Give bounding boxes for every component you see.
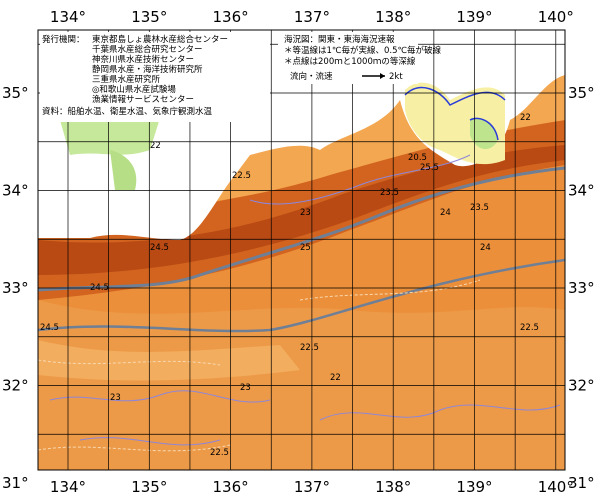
isotherm-label: 23.5 xyxy=(470,203,489,213)
lon-label-bottom: 135° xyxy=(131,478,167,496)
publisher-line: 千葉県水産総合研究センター xyxy=(92,44,203,55)
isotherm-label: 25.5 xyxy=(420,163,439,173)
lon-label-bottom: 138° xyxy=(375,478,411,496)
lat-label-right: 33° xyxy=(568,279,595,297)
isotherm-label: 22.5 xyxy=(300,343,319,353)
lon-label-bottom: 134° xyxy=(50,478,86,496)
publisher-line: 静岡県水産・海洋技術研究所 xyxy=(92,64,203,75)
lon-label-bottom: 137° xyxy=(294,478,330,496)
lon-label-top: 138° xyxy=(375,8,411,26)
isotherm-label: 25 xyxy=(300,243,311,253)
isotherm-label: 22 xyxy=(150,141,161,151)
current-arrow-head xyxy=(380,73,385,79)
isotherm-label: 24.5 xyxy=(40,323,59,333)
publisher-line: 神奈川県水産技術センター xyxy=(92,54,194,65)
lon-label-top: 135° xyxy=(131,8,167,26)
lat-label-right: 34° xyxy=(568,182,595,200)
lat-label-left: 35° xyxy=(2,84,29,102)
lon-label-top: 140° xyxy=(538,8,574,26)
isotherm-label: 24 xyxy=(480,243,491,253)
legend-note: ＊等温線は1℃毎が実線、0.5℃毎が破線 xyxy=(284,45,442,56)
lat-label-left: 33° xyxy=(2,279,29,297)
isotherm-label: 20.5 xyxy=(408,153,427,163)
isotherm-label: 24.5 xyxy=(150,243,169,253)
isotherm-label: 22.5 xyxy=(210,448,229,458)
lon-label-bottom: 139° xyxy=(456,478,492,496)
isotherm-label: 23.5 xyxy=(380,188,399,198)
lat-label-left: 32° xyxy=(2,377,29,395)
legend-box xyxy=(278,32,418,84)
legend-title: 海況図：関東・東海海況速報 xyxy=(284,34,395,45)
lat-label-left: 34° xyxy=(2,182,29,200)
isotherm-label: 22 xyxy=(330,373,341,383)
lat-label-right: 35° xyxy=(568,84,595,102)
lon-label-bottom: 136° xyxy=(213,478,249,496)
source-text: 資料：船舶水温、衛星水温、気象庁観測水温 xyxy=(42,106,213,117)
publisher-line: 漁業情報サービスセンター xyxy=(92,94,194,105)
publisher-heading: 発行機関： xyxy=(42,34,85,45)
isotherm-label: 23 xyxy=(240,383,251,393)
isotherm-label: 24 xyxy=(440,208,451,218)
legend-note: ＊点線は200ｍと1000ｍの等深線 xyxy=(284,56,416,67)
publisher-line: ◎和歌山県水産試験場 xyxy=(92,84,176,95)
lat-label-right: 32° xyxy=(568,377,595,395)
publisher-line: 三重県水産研究所 xyxy=(92,74,161,85)
lon-label-bottom: 140° xyxy=(538,478,574,496)
isotherm-label: 22.5 xyxy=(520,323,539,333)
isotherm-label: 22 xyxy=(520,113,531,123)
isotherm-label: 23 xyxy=(300,208,311,218)
current-speed: 2kt xyxy=(389,72,403,82)
publisher-box xyxy=(40,32,270,122)
current-label: 流向・流速 xyxy=(290,71,333,82)
lon-label-top: 139° xyxy=(456,8,492,26)
publisher-line: 東京都島しょ農林水産総合センター xyxy=(92,34,228,45)
lon-label-top: 134° xyxy=(50,8,86,26)
map-frame xyxy=(37,29,566,471)
isotherm-label: 23 xyxy=(110,393,121,403)
lat-label-left: 31° xyxy=(2,474,29,492)
lat-label-right: 31° xyxy=(568,474,595,492)
isotherm-label: 22.5 xyxy=(232,171,251,181)
isotherm-label: 24.5 xyxy=(90,283,109,293)
lon-label-top: 137° xyxy=(294,8,330,26)
lon-label-top: 136° xyxy=(213,8,249,26)
